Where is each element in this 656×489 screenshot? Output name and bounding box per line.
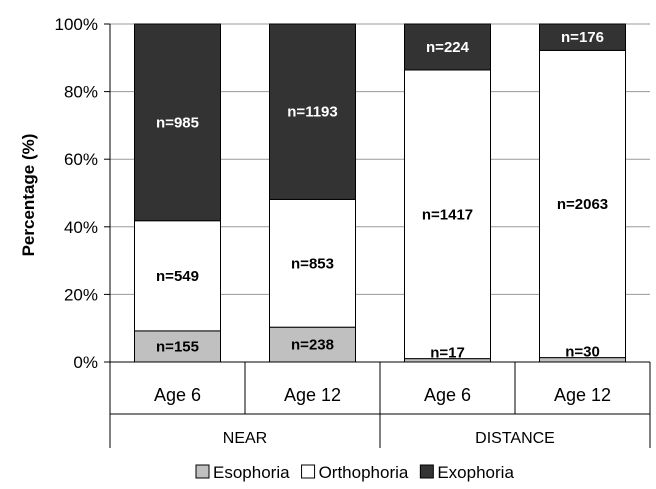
- bar-segment: [404, 23, 491, 71]
- bars: [134, 23, 626, 363]
- data-label: n=985: [156, 114, 199, 131]
- bar-segment: [269, 23, 356, 200]
- legend-swatch: [419, 464, 434, 479]
- y-axis-label: Percentage (%): [19, 134, 38, 257]
- legend-label: Exophoria: [437, 463, 514, 482]
- category-label: Age 6: [154, 385, 201, 405]
- data-label: n=2063: [557, 196, 608, 213]
- data-label: n=238: [291, 337, 334, 354]
- y-tick-label: 60%: [64, 150, 98, 169]
- y-tick-label: 100%: [55, 15, 98, 34]
- data-label: n=17: [430, 345, 465, 362]
- bar-segment: [539, 23, 626, 51]
- category-label: Age 6: [424, 385, 471, 405]
- bar-segment: [134, 23, 221, 222]
- y-tick-label: 80%: [64, 83, 98, 102]
- category-labels: Age 6 Age 12 Age 6 Age 12 NEAR DISTANCE: [154, 385, 611, 447]
- data-labels: n=155 n=549 n=985 n=238 n=853 n=1193 n=17 n=141…: [156, 29, 608, 361]
- data-label: n=1193: [287, 104, 337, 121]
- y-tick-label: 20%: [64, 285, 98, 304]
- data-label: n=30: [565, 344, 600, 361]
- group-label: NEAR: [223, 430, 267, 447]
- data-label: n=549: [156, 268, 199, 285]
- data-label: n=1417: [422, 206, 473, 223]
- data-label: n=853: [291, 255, 334, 272]
- data-label: n=155: [156, 338, 199, 355]
- legend-swatch: [301, 464, 316, 479]
- category-label: Age 12: [284, 385, 341, 405]
- legend-label: Orthophoria: [319, 463, 409, 482]
- category-label: Age 12: [554, 385, 611, 405]
- axes: [104, 23, 651, 448]
- y-tick-label: 0%: [73, 353, 98, 372]
- bar-segment: [134, 330, 221, 363]
- y-tick-labels: 0% 20% 40% 60% 80% 100%: [55, 15, 98, 372]
- legend-label: Esophoria: [213, 463, 290, 482]
- legend-swatch: [195, 464, 210, 479]
- bar-segment: [134, 220, 221, 332]
- data-label: n=224: [426, 39, 470, 56]
- data-label: n=176: [561, 29, 604, 46]
- legend: Esophoria Orthophoria Exophoria: [195, 463, 514, 482]
- y-tick-label: 40%: [64, 218, 98, 237]
- group-label: DISTANCE: [475, 430, 555, 447]
- bar-segment: [404, 69, 491, 360]
